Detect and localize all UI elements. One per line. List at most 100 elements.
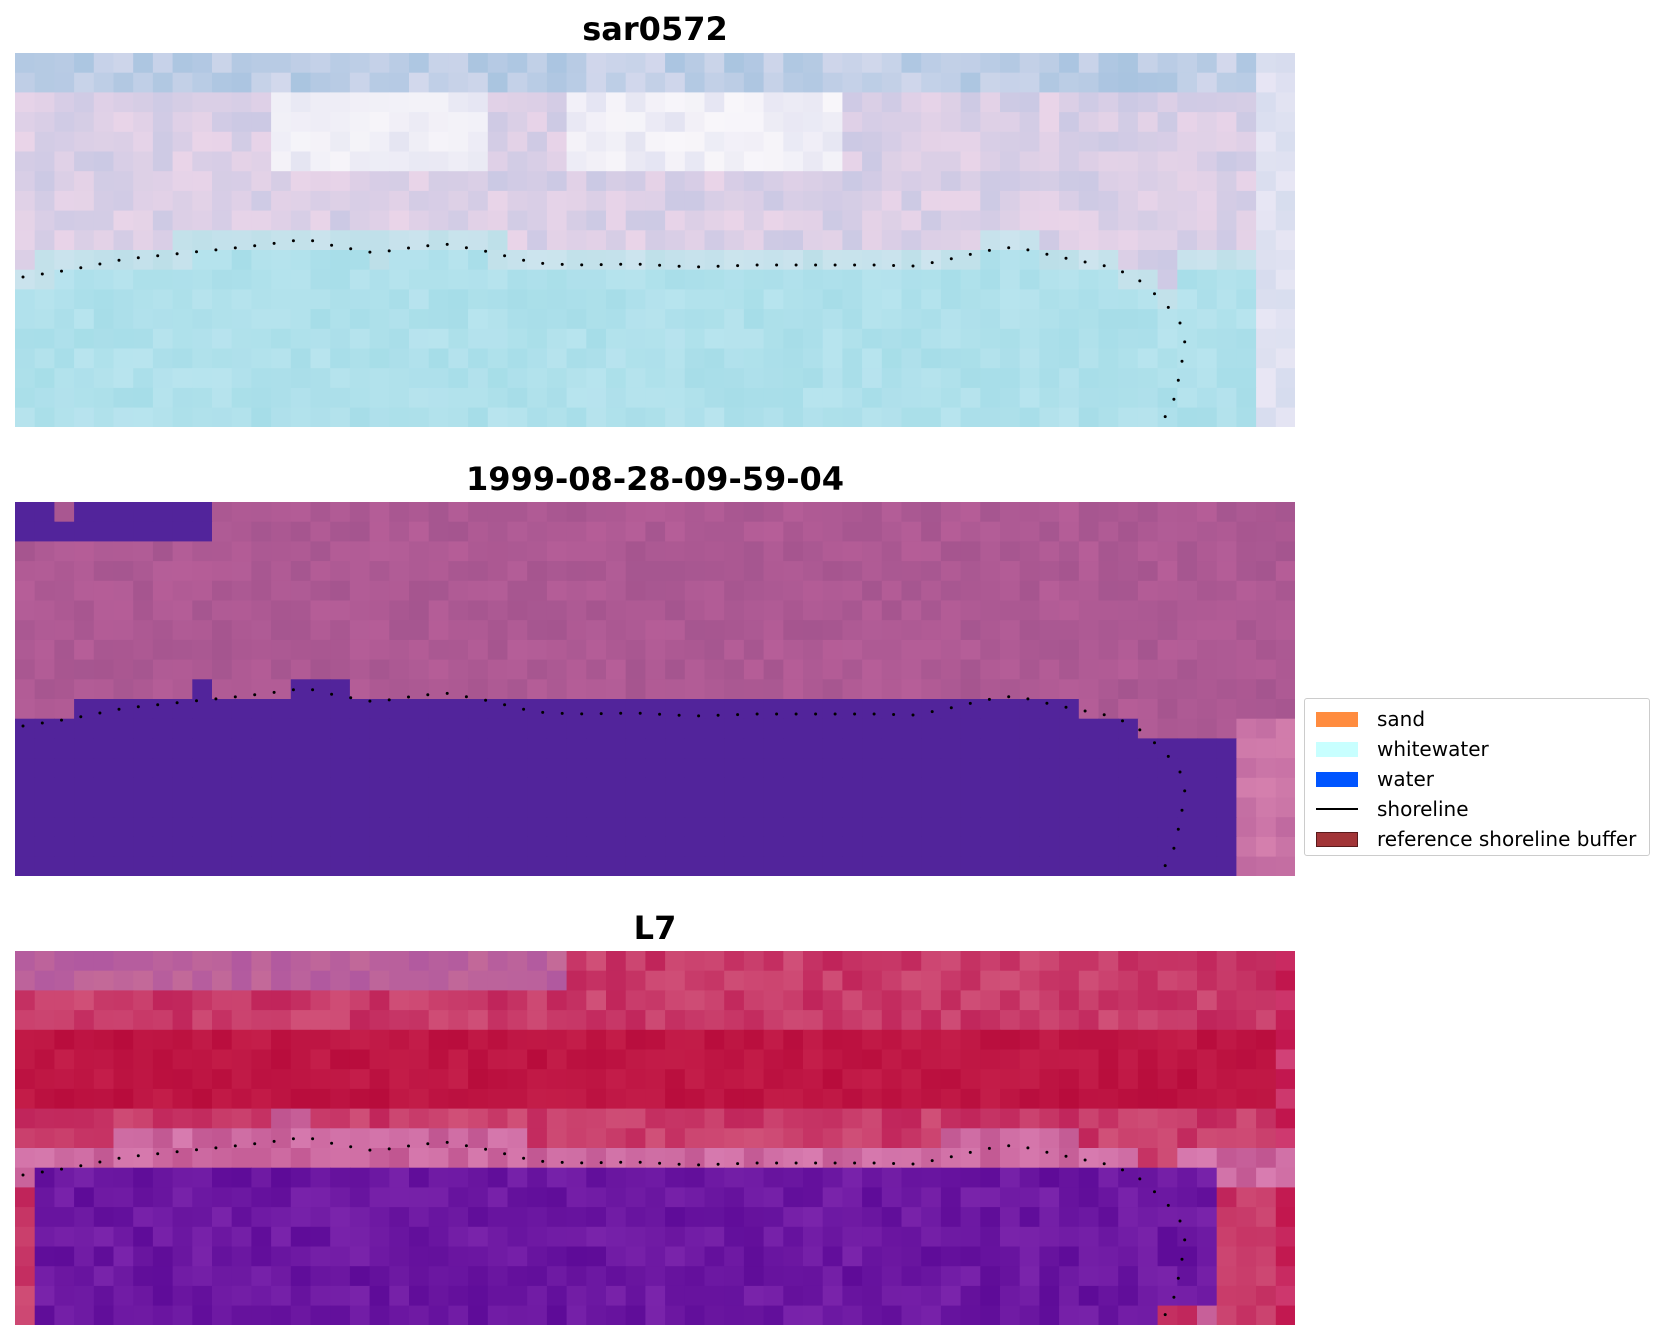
image-pixel bbox=[172, 817, 193, 838]
image-pixel bbox=[921, 387, 942, 409]
image-pixel bbox=[763, 856, 784, 876]
image-pixel bbox=[349, 758, 371, 779]
image-pixel bbox=[1137, 1128, 1159, 1149]
image-pixel bbox=[389, 72, 410, 93]
image-pixel bbox=[704, 1128, 725, 1149]
image-pixel bbox=[940, 289, 962, 310]
image-pixel bbox=[1098, 407, 1119, 427]
image-pixel bbox=[34, 1266, 55, 1287]
image-pixel bbox=[665, 1246, 686, 1267]
image-pixel bbox=[960, 328, 981, 350]
shoreline-dot bbox=[872, 263, 876, 267]
image-pixel bbox=[330, 1246, 351, 1267]
image-pixel bbox=[566, 250, 587, 271]
image-pixel bbox=[862, 856, 883, 876]
image-pixel bbox=[881, 1187, 903, 1208]
image-pixel bbox=[507, 561, 528, 582]
image-pixel bbox=[1216, 541, 1237, 562]
image-pixel bbox=[803, 699, 824, 720]
image-pixel bbox=[803, 1187, 824, 1208]
image-pixel bbox=[468, 738, 489, 759]
image-pixel bbox=[409, 1029, 430, 1051]
image-pixel bbox=[507, 1167, 528, 1188]
image-pixel bbox=[487, 817, 509, 838]
image-pixel bbox=[1000, 970, 1021, 991]
image-pixel bbox=[251, 1108, 272, 1129]
image-pixel bbox=[349, 1010, 371, 1031]
image-pixel bbox=[684, 53, 706, 74]
image-pixel bbox=[921, 210, 942, 231]
image-pixel bbox=[152, 797, 174, 818]
image-pixel bbox=[1098, 1207, 1119, 1228]
image-pixel bbox=[448, 856, 469, 876]
image-pixel bbox=[980, 1148, 1001, 1169]
image-pixel bbox=[625, 112, 646, 133]
shoreline-dot bbox=[21, 1173, 25, 1177]
image-pixel bbox=[1157, 600, 1178, 621]
shoreline-dot bbox=[445, 691, 449, 695]
image-pixel bbox=[1000, 502, 1021, 523]
image-pixel bbox=[1236, 1187, 1257, 1208]
image-pixel bbox=[468, 679, 489, 700]
image-pixel bbox=[1019, 990, 1040, 1011]
image-pixel bbox=[271, 659, 292, 680]
image-pixel bbox=[546, 387, 568, 409]
image-pixel bbox=[1236, 407, 1257, 427]
image-pixel bbox=[546, 328, 568, 350]
image-pixel bbox=[822, 856, 843, 876]
image-pixel bbox=[1157, 171, 1178, 192]
image-pixel bbox=[980, 1187, 1001, 1208]
image-pixel bbox=[684, 1167, 706, 1188]
image-pixel bbox=[172, 387, 193, 409]
image-pixel bbox=[34, 1088, 55, 1110]
image-pixel bbox=[1275, 72, 1295, 93]
image-pixel bbox=[665, 131, 686, 153]
image-pixel bbox=[468, 817, 489, 838]
shoreline-dot bbox=[677, 1162, 681, 1166]
image-pixel bbox=[763, 210, 784, 231]
image-pixel bbox=[1216, 1187, 1237, 1208]
image-pixel bbox=[862, 1246, 883, 1267]
image-pixel bbox=[763, 112, 784, 133]
image-pixel bbox=[960, 817, 981, 838]
image-pixel bbox=[1039, 1266, 1060, 1287]
image-pixel bbox=[606, 289, 627, 310]
image-pixel bbox=[566, 1029, 587, 1051]
image-pixel bbox=[271, 1207, 292, 1228]
image-pixel bbox=[881, 699, 903, 720]
image-pixel bbox=[1216, 639, 1237, 661]
image-pixel bbox=[507, 659, 528, 680]
image-pixel bbox=[34, 679, 55, 700]
image-pixel bbox=[192, 112, 213, 133]
shoreline-dot bbox=[1045, 1150, 1049, 1154]
image-pixel bbox=[1157, 521, 1178, 542]
image-pixel bbox=[290, 387, 312, 409]
image-pixel bbox=[251, 269, 272, 290]
image-pixel bbox=[862, 817, 883, 838]
image-pixel bbox=[15, 1285, 36, 1307]
shoreline-dot bbox=[794, 1161, 798, 1165]
image-pixel bbox=[645, 1266, 666, 1287]
image-pixel bbox=[1157, 230, 1178, 251]
image-pixel bbox=[1118, 836, 1139, 858]
image-pixel bbox=[921, 1108, 942, 1129]
image-pixel bbox=[1118, 92, 1139, 113]
image-pixel bbox=[704, 738, 725, 759]
image-pixel bbox=[881, 1285, 903, 1307]
image-pixel bbox=[1275, 580, 1295, 602]
image-pixel bbox=[980, 92, 1001, 113]
image-pixel bbox=[271, 1285, 292, 1307]
image-pixel bbox=[1039, 348, 1060, 369]
image-pixel bbox=[15, 1226, 36, 1248]
image-pixel bbox=[645, 856, 666, 876]
image-pixel bbox=[606, 151, 627, 172]
image-pixel bbox=[330, 817, 351, 838]
image-pixel bbox=[330, 328, 351, 350]
image-pixel bbox=[763, 1246, 784, 1267]
image-pixel bbox=[566, 289, 587, 310]
image-pixel bbox=[822, 1167, 843, 1188]
image-pixel bbox=[1098, 990, 1119, 1011]
image-pixel bbox=[74, 856, 95, 876]
image-pixel bbox=[901, 758, 922, 779]
image-pixel bbox=[54, 1088, 75, 1110]
